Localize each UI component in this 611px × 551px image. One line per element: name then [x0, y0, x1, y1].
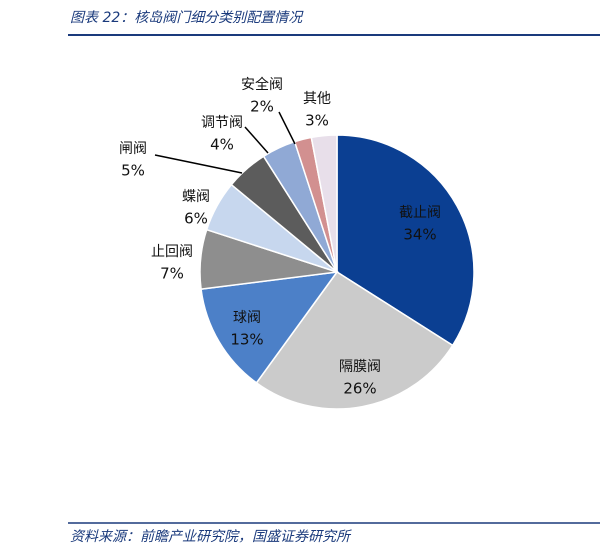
slice-value-label: 6%: [184, 210, 208, 228]
slice-name: 止回阀: [151, 244, 193, 260]
pie-slice: [336, 134, 475, 347]
slice-value-label: 4%: [210, 136, 234, 154]
slice-name: 闸阀: [119, 141, 147, 157]
slice-value-label: 3%: [305, 112, 329, 130]
slice-value-label: 7%: [160, 265, 184, 283]
slice-name: 截止阀: [399, 205, 441, 221]
leader-line: [154, 154, 243, 174]
chart-source: 资料来源：前瞻产业研究院，国盛证券研究所: [70, 529, 352, 545]
leader-line: [244, 126, 269, 154]
pie-slice: [200, 271, 339, 384]
pie-slice: [310, 134, 338, 273]
pie-slice: [255, 270, 454, 410]
chart-title: 图表 22：核岛阀门细分类别配置情况: [70, 10, 304, 26]
slice-name: 隔膜阀: [339, 359, 381, 375]
slice-value-label: 26%: [343, 380, 376, 398]
slice-value-label: 13%: [230, 331, 263, 349]
slice-value-label: 2%: [250, 98, 274, 116]
slice-value-label: 34%: [403, 226, 436, 244]
leader-line: [278, 111, 296, 145]
slice-name: 其他: [303, 91, 331, 107]
slice-name: 蝶阀: [182, 189, 210, 205]
slice-value-label: 5%: [121, 162, 145, 180]
slice-name: 调节阀: [201, 115, 243, 131]
slice-name: 安全阀: [241, 76, 283, 93]
slice-name: 球阀: [233, 310, 261, 326]
